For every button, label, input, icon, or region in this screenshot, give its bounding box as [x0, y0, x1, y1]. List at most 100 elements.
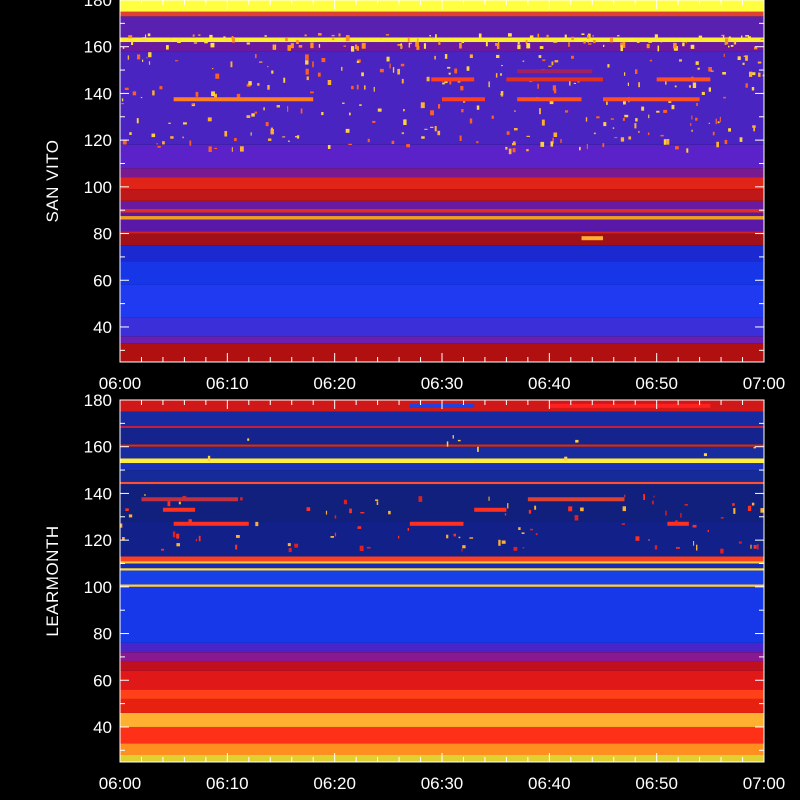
burst-speckle-63 — [122, 139, 127, 145]
burst-speckle-356 — [498, 40, 500, 44]
burst-speckle-231 — [614, 137, 618, 139]
burst-speckle-310 — [192, 34, 195, 37]
burst-speckle-47 — [306, 507, 311, 511]
intensity-band-14 — [120, 177, 764, 190]
burst-speckle-58 — [732, 503, 735, 506]
burst-speckle-94 — [610, 118, 614, 120]
ytick-label: 40 — [93, 718, 112, 737]
burst-speckle-22 — [271, 70, 274, 74]
burst-speckle-57 — [521, 532, 525, 534]
burst-speckle-56 — [418, 496, 423, 502]
burst-speckle-9 — [665, 80, 667, 85]
burst-speckle-52 — [612, 127, 615, 129]
burst-speckle-70 — [622, 506, 626, 512]
intensity-band-20 — [120, 470, 764, 482]
burst-speckle-369 — [496, 43, 500, 49]
burst-speckle-206 — [701, 91, 705, 95]
burst-speckle-376 — [583, 41, 586, 44]
burst-speckle-273 — [564, 34, 567, 38]
burst-speckle-88 — [739, 137, 743, 142]
burst-speckle-262 — [747, 36, 751, 39]
burst-speckle-72 — [161, 548, 165, 551]
burst-speckle-186 — [373, 86, 375, 92]
burst-speckle-317 — [128, 35, 133, 39]
burst-speckle-274 — [588, 43, 592, 45]
burst-speckle-325 — [508, 33, 512, 37]
burst-speckle-156 — [424, 128, 428, 130]
burst-speckle-191 — [553, 88, 557, 94]
burst-speckle-74 — [663, 139, 667, 145]
intensity-band-8 — [120, 219, 764, 232]
burst-speckle-129 — [666, 139, 670, 145]
burst-speckle-10 — [565, 110, 569, 113]
burst-speckle-321 — [541, 37, 545, 42]
burst-speckle-164 — [551, 61, 554, 66]
burst-speckle-10 — [334, 515, 337, 519]
burst-speckle-113 — [265, 122, 269, 127]
xtick-label: 06:50 — [635, 374, 678, 393]
panel-1-intensity-bands — [120, 400, 764, 762]
intensity-band-25 — [120, 428, 764, 445]
burst-speckle-90 — [211, 68, 214, 70]
burst-speckle-76 — [248, 81, 252, 86]
burst-speckle-1 — [553, 132, 558, 137]
burst-speckle-343 — [142, 37, 146, 41]
burst-speckle-329 — [741, 35, 743, 41]
burst-speckle-136 — [728, 128, 731, 132]
burst-speckle-260 — [721, 34, 725, 37]
ytick-label: 40 — [93, 318, 112, 337]
emission-streak-2 — [517, 97, 582, 102]
panel-0-intensity-bands — [120, 0, 764, 362]
burst-speckle-27 — [176, 543, 180, 547]
burst-speckle-48 — [172, 531, 176, 538]
burst-speckle-201 — [454, 68, 458, 74]
burst-speckle-243 — [606, 101, 608, 105]
burst-speckle-248 — [231, 147, 233, 152]
burst-speckle-54 — [507, 503, 509, 509]
intensity-band-17 — [120, 521, 764, 557]
burst-speckle-4 — [191, 103, 195, 107]
burst-speckle-157 — [162, 141, 165, 145]
burst-speckle-207 — [671, 104, 675, 110]
burst-speckle-218 — [401, 78, 404, 84]
burst-speckle-228 — [648, 114, 650, 119]
burst-speckle-214 — [270, 127, 273, 132]
burst-speckle-352 — [435, 34, 437, 39]
burst-speckle-295 — [568, 42, 570, 47]
panel-0-emission-streaks — [173, 69, 711, 241]
burst-speckle-6 — [665, 510, 667, 516]
intensity-band-24 — [120, 444, 764, 447]
burst-speckle-259 — [697, 67, 700, 70]
intensity-band-10 — [120, 586, 764, 643]
burst-speckle-70 — [586, 143, 588, 150]
burst-speckle-303 — [204, 41, 208, 44]
intensity-band-2 — [120, 726, 764, 744]
burst-speckle-291 — [407, 38, 410, 42]
intensity-band-12 — [120, 200, 764, 210]
burst-speckle-333 — [660, 39, 662, 43]
burst-speckle-168 — [722, 72, 726, 75]
burst-speckle-112 — [246, 115, 251, 118]
burst-speckle-122 — [571, 55, 574, 59]
burst-speckle-140 — [121, 103, 124, 105]
burst-speckle-193 — [708, 87, 711, 92]
burst-speckle-95 — [287, 106, 289, 112]
burst-speckle-32 — [528, 509, 532, 514]
burst-speckle-58 — [148, 52, 152, 58]
burst-speckle-366 — [636, 39, 640, 43]
burst-speckle-45 — [758, 72, 761, 77]
burst-speckle-20 — [458, 536, 461, 539]
burst-speckle-99 — [564, 456, 568, 461]
burst-speckle-36 — [283, 77, 286, 83]
burst-speckle-182 — [512, 141, 516, 144]
burst-speckle-20 — [488, 81, 490, 88]
intensity-band-23 — [120, 446, 764, 459]
burst-speckle-118 — [420, 102, 425, 109]
burst-speckle-354 — [318, 44, 321, 48]
emission-streak-0 — [141, 497, 239, 502]
burst-speckle-234 — [327, 145, 331, 149]
burst-speckle-16 — [652, 500, 654, 505]
burst-speckle-77 — [430, 126, 434, 128]
burst-speckle-215 — [305, 54, 309, 60]
burst-speckle-148 — [142, 59, 144, 62]
